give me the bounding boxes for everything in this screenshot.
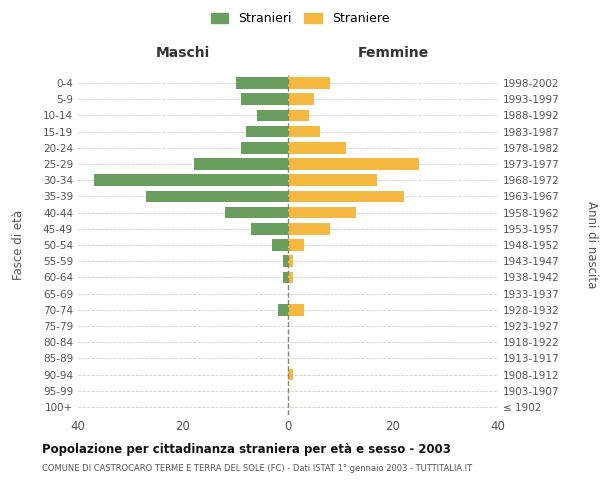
Bar (277, 304, 288, 316)
Bar (283, 256, 288, 267)
Text: Popolazione per cittadinanza straniera per età e sesso - 2003: Popolazione per cittadinanza straniera p… (42, 442, 451, 456)
Bar (241, 94, 288, 105)
Bar (193, 158, 288, 170)
Bar (257, 110, 288, 122)
Bar (251, 223, 288, 234)
Bar (288, 190, 404, 202)
Bar (225, 207, 288, 218)
Bar (288, 126, 320, 138)
Bar (288, 272, 293, 283)
Bar (288, 110, 309, 122)
Bar (94, 174, 288, 186)
Bar (288, 94, 314, 105)
Bar (288, 239, 304, 251)
Bar (288, 174, 377, 186)
Bar (288, 78, 330, 89)
Bar (235, 78, 288, 89)
Text: Fasce di età: Fasce di età (11, 210, 25, 280)
Text: Femmine: Femmine (358, 46, 428, 60)
Legend: Stranieri, Straniere: Stranieri, Straniere (207, 8, 393, 29)
Bar (288, 207, 356, 218)
Text: COMUNE DI CASTROCARO TERME E TERRA DEL SOLE (FC) - Dati ISTAT 1° gennaio 2003 - : COMUNE DI CASTROCARO TERME E TERRA DEL S… (42, 464, 472, 473)
Bar (288, 223, 330, 234)
Bar (241, 142, 288, 154)
Bar (288, 256, 293, 267)
Bar (288, 142, 346, 154)
Bar (272, 239, 288, 251)
Bar (146, 190, 288, 202)
Text: Anni di nascita: Anni di nascita (584, 202, 598, 288)
Bar (288, 304, 304, 316)
Bar (246, 126, 288, 138)
Bar (288, 368, 293, 380)
Text: Maschi: Maschi (156, 46, 210, 60)
Bar (288, 158, 419, 170)
Bar (283, 272, 288, 283)
